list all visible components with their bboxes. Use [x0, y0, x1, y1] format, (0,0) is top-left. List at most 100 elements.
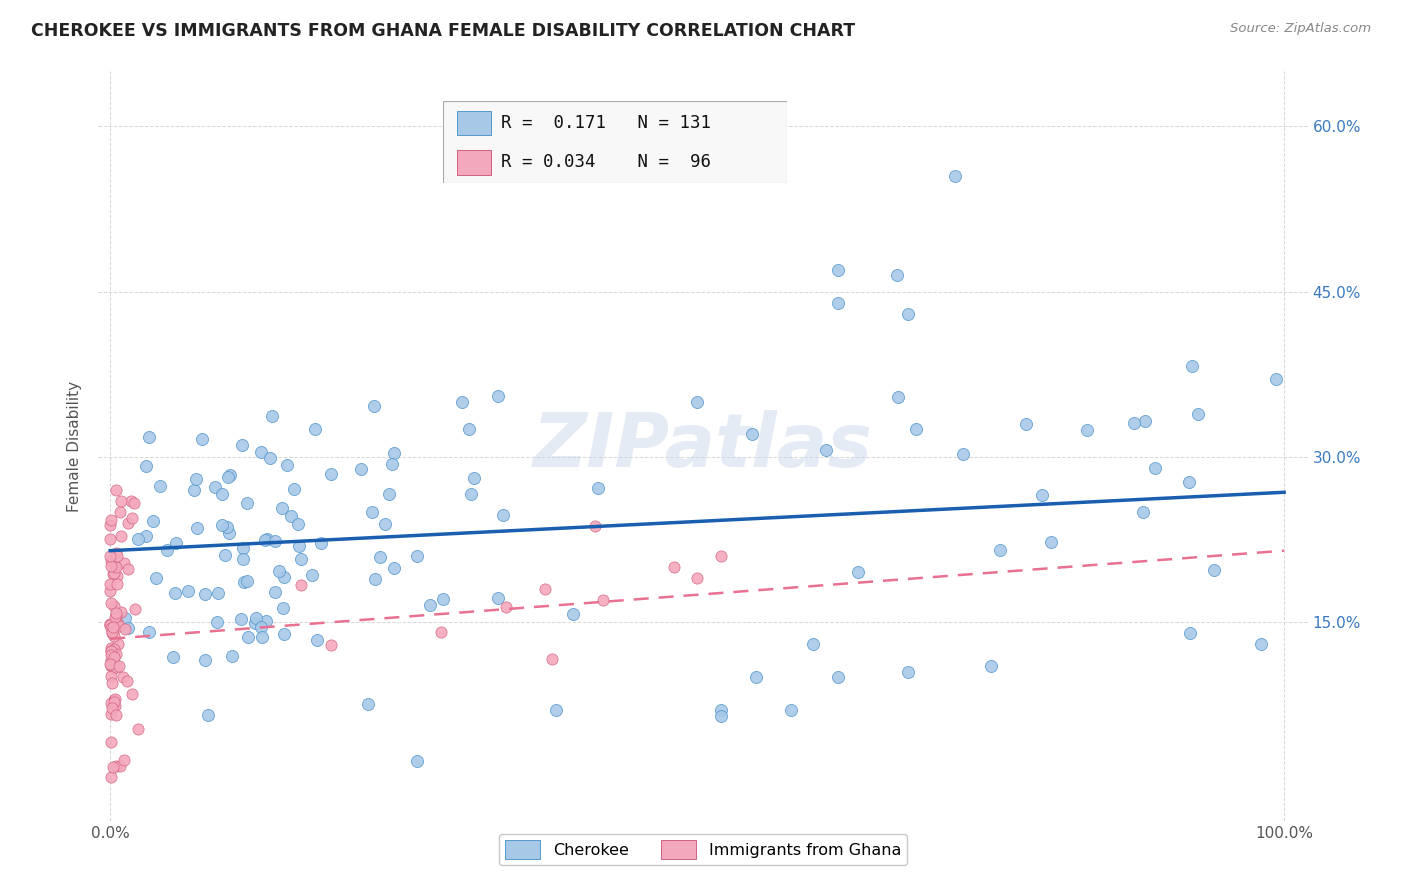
- Point: [429, 625, 451, 640]
- Point: [235, 574, 257, 589]
- Point: [114, 611, 136, 625]
- Point: [1181, 359, 1204, 373]
- Point: [107, 617, 129, 632]
- Point: [100, 658, 122, 673]
- Point: [273, 626, 295, 640]
- Point: [104, 692, 127, 706]
- Text: R = 0.034    N =  96: R = 0.034 N = 96: [502, 153, 711, 171]
- Point: [103, 693, 125, 707]
- Point: [897, 665, 920, 679]
- Point: [249, 620, 271, 634]
- Point: [145, 571, 167, 585]
- Point: [103, 695, 125, 709]
- Point: [1202, 563, 1225, 577]
- Point: [686, 571, 709, 585]
- Point: [122, 496, 145, 510]
- Point: [463, 471, 485, 485]
- Point: [101, 620, 124, 634]
- Point: [100, 618, 122, 632]
- Point: [273, 570, 295, 584]
- Point: [250, 630, 273, 644]
- Point: [562, 607, 585, 621]
- Point: [184, 472, 207, 486]
- Point: [243, 615, 266, 630]
- Point: [1187, 407, 1209, 421]
- Point: [98, 617, 121, 632]
- Point: [156, 543, 179, 558]
- Point: [127, 533, 149, 547]
- Point: [827, 262, 849, 277]
- Point: [98, 549, 121, 563]
- Point: [100, 653, 122, 667]
- Point: [111, 670, 134, 684]
- Point: [98, 533, 121, 547]
- Point: [104, 606, 127, 620]
- Point: [309, 536, 332, 550]
- Text: R =  0.171   N = 131: R = 0.171 N = 131: [502, 114, 711, 132]
- Point: [100, 648, 122, 662]
- Point: [101, 760, 124, 774]
- Point: [1123, 417, 1146, 431]
- Point: [815, 442, 838, 457]
- Point: [100, 657, 122, 672]
- Point: [259, 450, 281, 465]
- Point: [486, 591, 509, 605]
- Point: [105, 613, 128, 627]
- Point: [142, 514, 165, 528]
- Point: [105, 568, 128, 582]
- Point: [283, 482, 305, 496]
- Point: [98, 618, 121, 632]
- Point: [177, 584, 200, 599]
- Point: [103, 566, 125, 580]
- Point: [301, 567, 323, 582]
- Y-axis label: Female Disability: Female Disability: [67, 380, 83, 512]
- Point: [135, 528, 157, 542]
- Point: [105, 659, 128, 673]
- Point: [104, 698, 127, 713]
- Point: [374, 516, 396, 531]
- Point: [1076, 423, 1098, 437]
- Point: [135, 459, 157, 474]
- Point: [117, 562, 139, 576]
- Point: [103, 629, 125, 643]
- Point: [110, 529, 132, 543]
- Point: [215, 519, 238, 533]
- Point: [98, 577, 121, 591]
- Point: [117, 516, 139, 530]
- Legend: Cherokee, Immigrants from Ghana: Cherokee, Immigrants from Ghana: [499, 834, 907, 865]
- Point: [165, 535, 187, 549]
- Point: [105, 647, 128, 661]
- Point: [254, 614, 277, 628]
- Point: [117, 673, 139, 688]
- Point: [232, 552, 254, 566]
- Point: [121, 687, 143, 701]
- Point: [100, 669, 122, 683]
- Point: [121, 510, 143, 524]
- Text: CHEROKEE VS IMMIGRANTS FROM GHANA FEMALE DISABILITY CORRELATION CHART: CHEROKEE VS IMMIGRANTS FROM GHANA FEMALE…: [31, 22, 855, 40]
- Point: [1031, 488, 1053, 502]
- Point: [108, 659, 131, 673]
- Point: [238, 630, 260, 644]
- Point: [103, 642, 125, 657]
- Point: [127, 723, 149, 737]
- Point: [101, 567, 124, 582]
- Point: [546, 703, 568, 717]
- Point: [263, 585, 285, 599]
- Point: [110, 605, 132, 619]
- Point: [103, 599, 125, 613]
- Point: [105, 483, 128, 497]
- Point: [952, 447, 974, 461]
- Point: [801, 637, 824, 651]
- Point: [827, 670, 849, 684]
- Point: [105, 758, 128, 772]
- Point: [287, 516, 309, 531]
- Point: [363, 399, 385, 413]
- Point: [290, 578, 312, 592]
- Point: [100, 596, 122, 610]
- Point: [108, 758, 131, 772]
- Point: [361, 505, 384, 519]
- Point: [887, 390, 910, 404]
- Point: [1265, 372, 1288, 386]
- Point: [350, 462, 373, 476]
- Point: [260, 409, 283, 424]
